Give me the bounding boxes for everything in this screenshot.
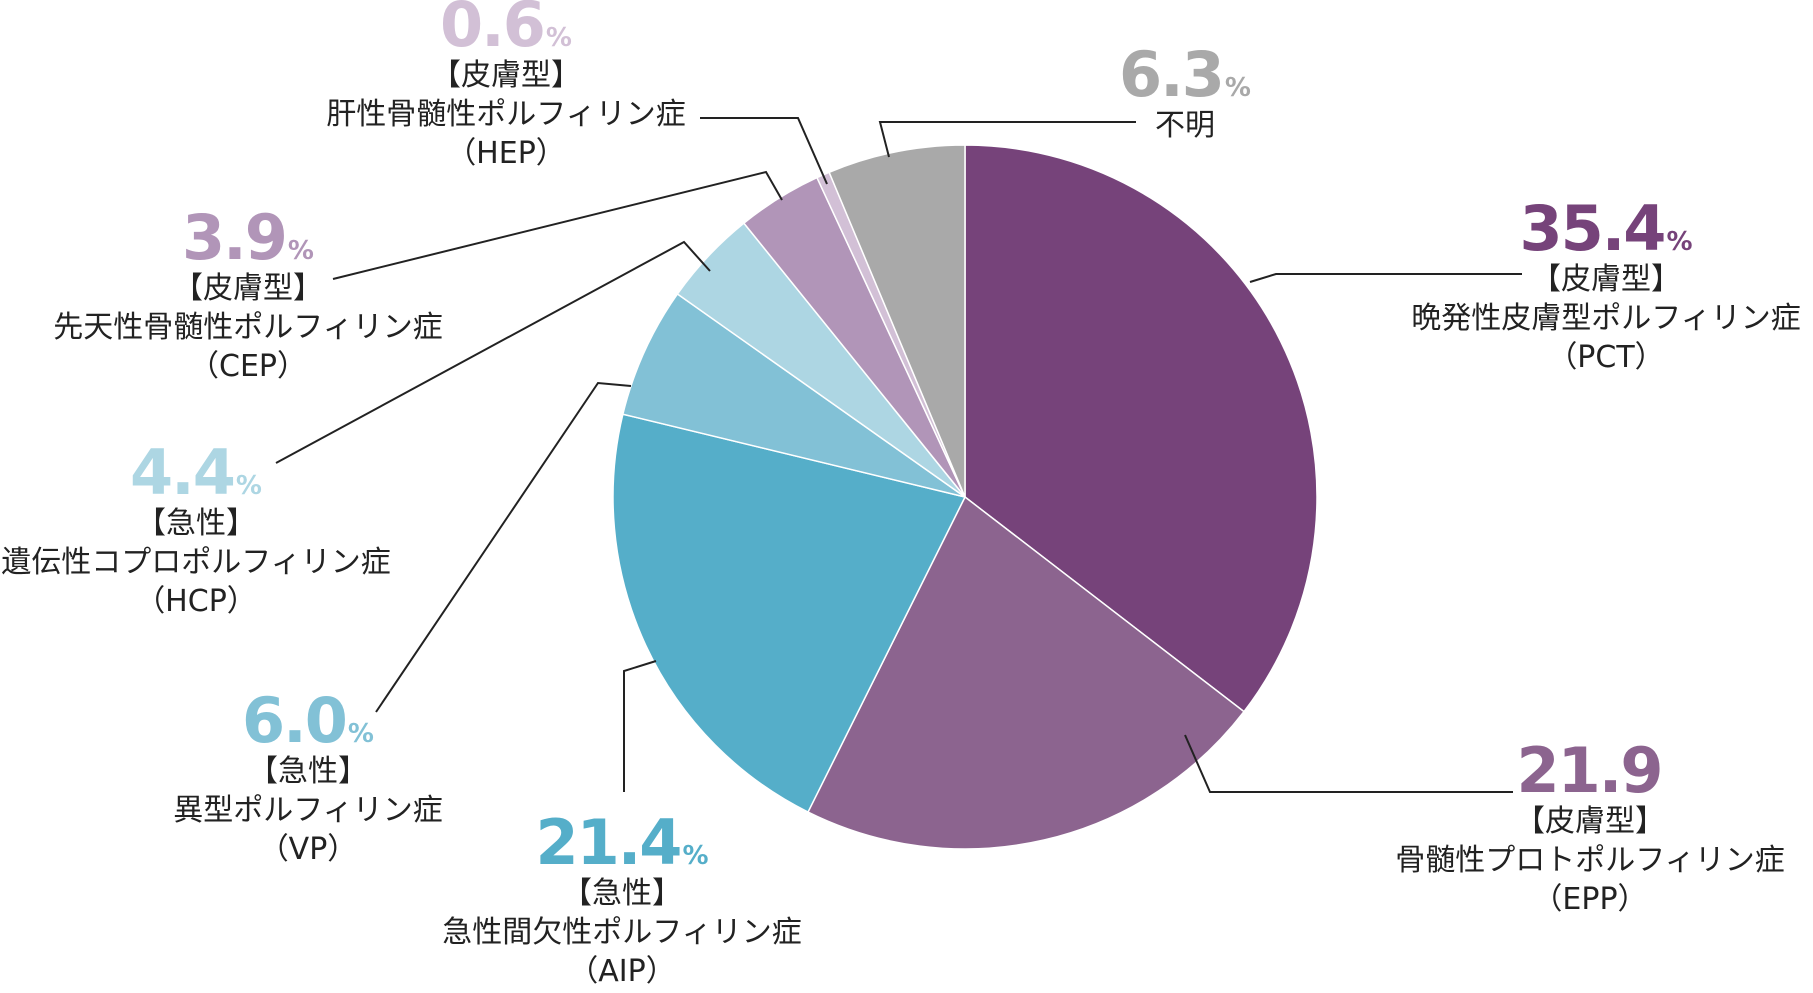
pie-slice-vp [621, 292, 966, 498]
leader-line-aip [623, 660, 657, 792]
label-value-vp: 6.0% [68, 690, 548, 752]
leader-lines [275, 117, 1522, 793]
label-unit: % [235, 471, 262, 501]
label-hcp: 4.4% 【急性】遺伝性コプロポルフィリン症 （HCP） [0, 442, 436, 621]
label-value-pct: 35.4% [1366, 198, 1813, 260]
label-text-line: 【急性】 [248, 754, 368, 789]
label-unit: % [347, 719, 374, 749]
label-aip: 21.4% 【急性】急性間欠性ポルフィリン症 （AIP） [382, 812, 862, 991]
label-text-line: 急性間欠性ポルフィリン症 [442, 915, 802, 950]
label-text-line: 【皮膚型】 [1515, 804, 1665, 839]
label-value-unknown: 6.3% [945, 44, 1425, 106]
label-number: 6.3 [1119, 38, 1225, 111]
label-number: 35.4 [1519, 192, 1666, 265]
label-text-line: 【皮膚型】 [173, 271, 323, 306]
label-value-aip: 21.4% [382, 812, 862, 874]
leader-line-unknown [878, 121, 1136, 158]
label-text-line: 肝性骨髄性ポルフィリン症 [326, 97, 686, 132]
label-text-line: 骨髄性プロトポルフィリン症 [1395, 843, 1785, 878]
pie-slice-unknown [828, 144, 966, 498]
label-unknown: 6.3% 不明 [945, 44, 1425, 145]
label-text-line: 【急性】 [136, 506, 256, 541]
label-number: 3.9 [182, 201, 288, 274]
label-text-line: 異型ポルフィリン症 [173, 793, 443, 828]
label-text-line: （EPP） [1532, 882, 1648, 917]
label-unit: % [682, 841, 709, 871]
leader-line-hep [700, 117, 828, 185]
label-value-hcp: 4.4% [0, 442, 436, 504]
label-text-line: 不明 [1155, 108, 1215, 143]
label-text-line: （HEP） [446, 136, 566, 171]
label-text-line: （PCT） [1547, 340, 1665, 375]
label-value-epp: 21.9 [1350, 740, 1813, 802]
label-text-line: （AIP） [568, 954, 676, 989]
label-unit: % [1666, 227, 1693, 257]
leader-line-epp [1184, 734, 1513, 793]
label-unit: % [1224, 73, 1251, 103]
leader-line-cep [332, 170, 783, 280]
label-number: 21.9 [1516, 734, 1664, 807]
label-value-hep: 0.6% [266, 0, 746, 56]
pie-slice-pct [964, 144, 1318, 713]
label-text-line: 遺伝性コプロポルフィリン症 [1, 545, 391, 580]
label-number: 6.0 [242, 684, 348, 757]
label-vp: 6.0% 【急性】異型ポルフィリン症 （VP） [68, 690, 548, 869]
label-hep: 0.6% 【皮膚型】 肝性骨髄性ポルフィリン症 （HEP） [266, 0, 746, 173]
label-unit: % [287, 236, 314, 266]
label-text-line: （VP） [258, 832, 358, 867]
label-number: 21.4 [535, 806, 682, 879]
label-value-cep: 3.9% [8, 207, 488, 269]
label-text-line: （HCP） [135, 584, 257, 619]
label-epp: 21.9 【皮膚型】骨髄性プロトポルフィリン症 （EPP） [1350, 740, 1813, 919]
pie-slices [612, 144, 1318, 850]
label-cep: 3.9% 【皮膚型】先天性骨髄性ポルフィリン症 （CEP） [8, 207, 488, 386]
leader-line-hcp [275, 240, 711, 464]
label-text-line: 【急性】 [562, 876, 682, 911]
label-number: 0.6 [440, 0, 546, 61]
label-text-line: 先天性骨髄性ポルフィリン症 [53, 310, 443, 345]
leader-line-pct [1249, 273, 1522, 283]
pie-slice-aip [612, 413, 967, 814]
label-number: 4.4 [130, 436, 236, 509]
label-text-line: 【皮膚型】 [431, 58, 581, 93]
label-text-line: 【皮膚型】 [1531, 262, 1681, 297]
label-text-line: （CEP） [189, 349, 307, 384]
leader-line-vp [375, 381, 632, 713]
label-pct: 35.4% 【皮膚型】晩発性皮膚型ポルフィリン症 （PCT） [1366, 198, 1813, 377]
pie-slice-epp [807, 495, 1246, 850]
label-unit: % [545, 23, 572, 53]
label-text-line: 晩発性皮膚型ポルフィリン症 [1411, 301, 1801, 336]
